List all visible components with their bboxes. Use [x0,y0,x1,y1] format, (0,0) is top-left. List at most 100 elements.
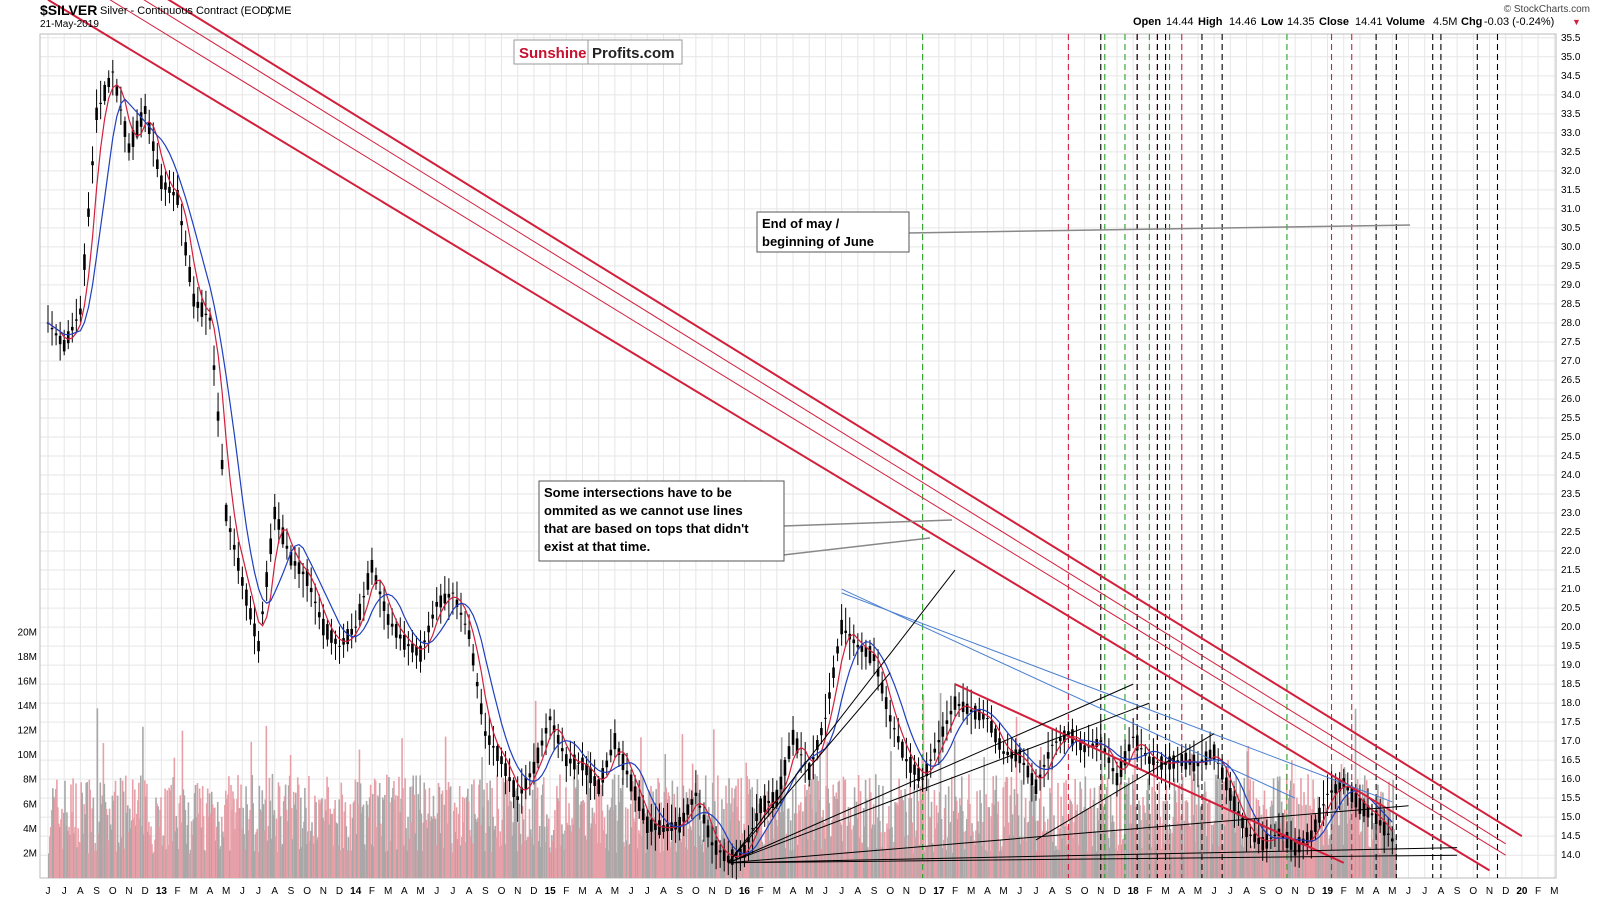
volume-bar [1248,790,1251,878]
x-tick-label: N [125,886,132,897]
volume-bar [871,824,874,878]
volume-bar [570,831,572,878]
volume-bar [1334,779,1337,878]
price-candle [1006,733,1009,764]
volume-bar [79,842,81,878]
price-candle [670,804,673,841]
volume-bar [897,805,899,878]
volume-bar [330,814,332,878]
volume-bar [419,775,421,878]
volume-bar [116,795,119,878]
volume-bar [230,785,232,878]
volume-bar [62,848,64,878]
volume-bar [1105,787,1108,878]
volume-tick-label: 4M [23,824,37,835]
volume-bar [874,824,876,878]
chg-label: Chg [1461,16,1482,28]
volume-bar [122,791,125,878]
volume-bar [1312,779,1314,878]
volume-bar [1111,815,1114,878]
volume-bar [1062,815,1064,878]
price-candle [593,759,596,800]
volume-bar [337,845,340,878]
volume-bar [646,828,648,878]
volume-bar [627,808,629,878]
volume-bar [1055,845,1057,878]
price-candle [390,608,394,636]
volume-bar [791,789,794,878]
volume-bar [341,794,344,878]
volume-bar [1237,793,1239,878]
volume-bar [142,726,144,878]
volume-bar [254,834,257,878]
volume-bar [162,835,164,878]
sunshine-profits-logo: Sunshine Profits.com [513,39,683,65]
price-candle [459,592,463,632]
price-candle [609,728,613,763]
volume-bar [227,794,229,878]
price-candle [512,777,515,809]
volume-bar [942,839,945,878]
volume-bar [971,823,973,878]
volume-bar [633,818,635,878]
volume-bar [1085,808,1088,878]
price-candle [301,563,305,598]
volume-bar [1032,786,1035,878]
volume-bar [903,836,905,878]
volume-bar [725,785,727,878]
volume-bar [134,789,136,878]
volume-bar [272,815,275,878]
volume-bar [1051,760,1053,878]
volume-bar [702,852,705,878]
volume-bar [1330,807,1333,878]
volume-bar [358,749,361,878]
y-tick-label: 16.5 [1561,755,1581,766]
volume-bar [1203,781,1206,878]
price-candle [346,621,349,652]
volume-bar [1227,759,1229,878]
volume-bar [447,781,450,878]
volume-bar [1126,782,1128,878]
x-tick-label: A [466,886,473,897]
volume-bar [599,842,602,878]
price-candle [917,757,920,789]
volume-bar [619,788,622,878]
volume-bar [492,816,494,878]
volume-bar [1282,841,1285,878]
volume-bar [196,783,199,878]
volume-bar [824,838,826,878]
volume-bar [812,756,814,878]
volume-bar [960,805,962,878]
volume-bar [990,816,992,878]
volume-bar [245,786,247,878]
volume-bar [1207,799,1210,878]
volume-bar [1322,845,1324,878]
low-label: Low [1261,16,1283,28]
volume-bar [85,782,88,878]
price-candle [172,171,175,212]
logo-text-profits: Profits.com [592,45,675,62]
volume-bar [194,784,197,878]
price-candle [1103,732,1107,768]
volume-bar [151,844,153,878]
volume-bar [964,849,966,878]
volume-bar [1253,850,1256,878]
volume-bar [1206,836,1208,878]
volume-bar [477,817,479,878]
volume-bar [1179,823,1182,878]
volume-bar [1230,821,1232,878]
volume-bar [675,851,678,878]
volume-bar [1281,842,1284,878]
volume-bar [700,844,703,878]
volume-bar [382,799,385,878]
price-candle [820,721,823,745]
volume-bar [397,795,399,878]
volume-bar [1351,798,1354,878]
volume-bar [1279,823,1282,878]
volume-bar [864,779,867,878]
price-candle [799,732,803,773]
volume-bar [53,798,56,878]
volume-bar [641,836,643,878]
volume-bar [717,775,719,878]
volume-bar [1270,800,1273,878]
